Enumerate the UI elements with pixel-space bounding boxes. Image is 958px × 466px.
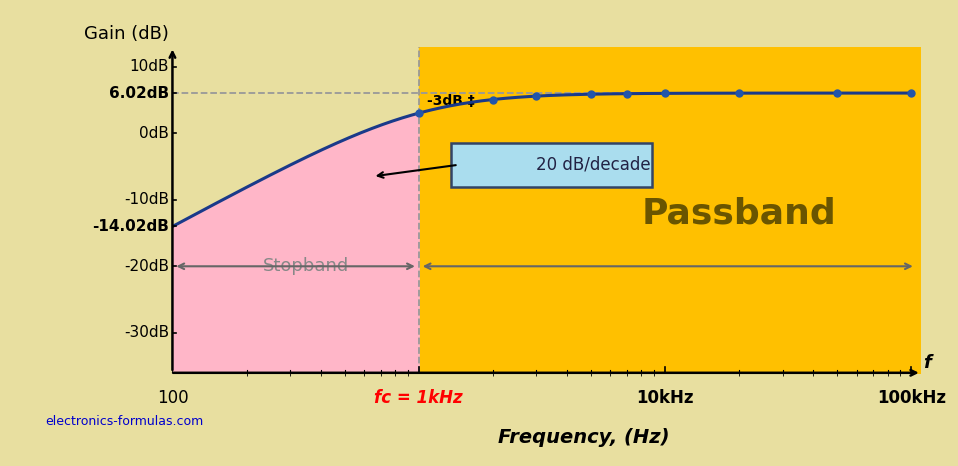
Text: electronics-formulas.com: electronics-formulas.com <box>45 415 204 428</box>
Text: -3dB ‡: -3dB ‡ <box>427 94 474 108</box>
Text: -30dB: -30dB <box>124 325 170 340</box>
Text: 0dB: 0dB <box>139 126 170 141</box>
Text: Frequency, (Hz): Frequency, (Hz) <box>497 428 670 447</box>
Text: f: f <box>923 354 930 372</box>
Text: -14.02dB: -14.02dB <box>92 219 170 234</box>
Text: 20 dB/decade: 20 dB/decade <box>536 156 650 174</box>
Text: Stopband: Stopband <box>263 257 350 275</box>
Text: -10dB: -10dB <box>125 192 170 207</box>
Text: 6.02dB: 6.02dB <box>109 86 170 101</box>
Text: 100kHz: 100kHz <box>877 390 946 407</box>
Text: fc = 1kHz: fc = 1kHz <box>375 390 463 407</box>
Text: 10kHz: 10kHz <box>636 390 694 407</box>
Text: 100: 100 <box>156 390 189 407</box>
Text: -20dB: -20dB <box>125 259 170 274</box>
FancyBboxPatch shape <box>451 143 652 187</box>
Text: Passband: Passband <box>642 196 836 230</box>
Text: Gain (dB): Gain (dB) <box>84 25 170 43</box>
Text: 10dB: 10dB <box>129 59 170 74</box>
